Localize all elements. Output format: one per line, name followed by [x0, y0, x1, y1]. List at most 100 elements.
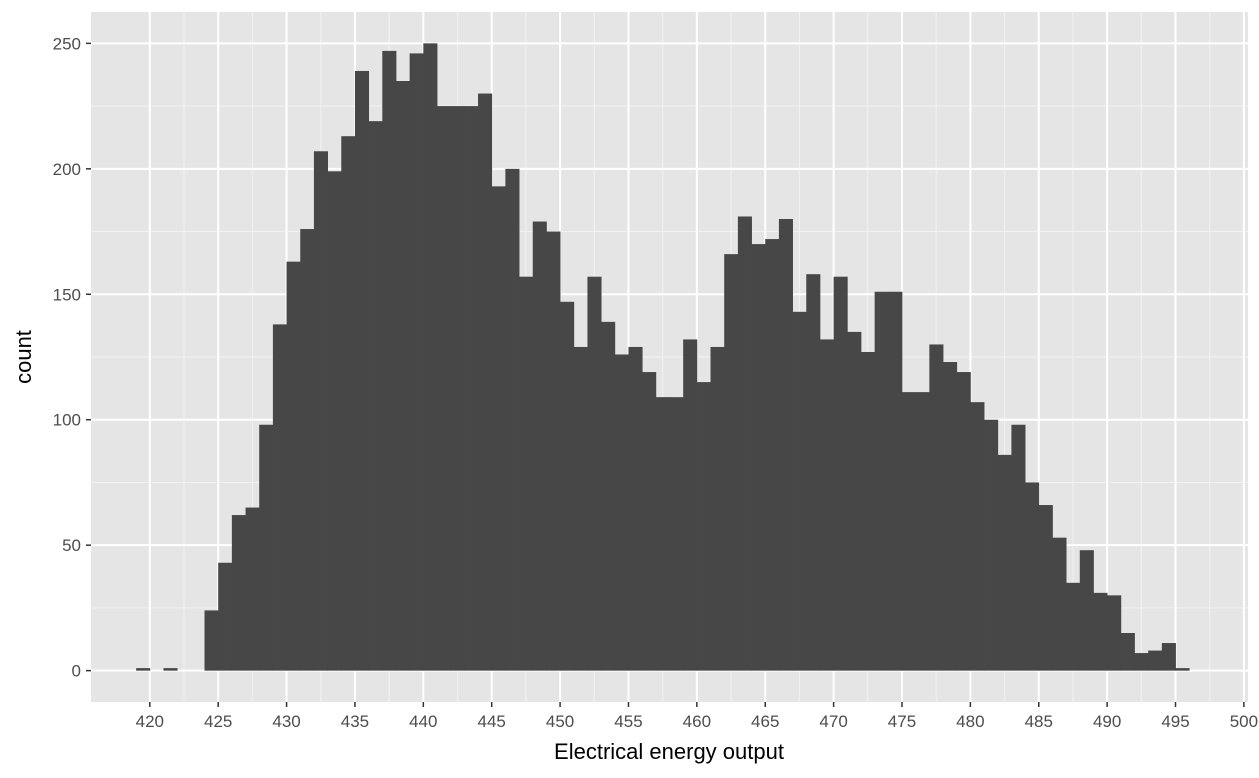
- histogram-bar: [642, 372, 657, 671]
- histogram-bar: [696, 382, 711, 671]
- histogram-bar: [259, 424, 274, 671]
- histogram-bar: [1079, 550, 1094, 671]
- histogram-bar: [724, 254, 739, 671]
- histogram-bars: [136, 43, 1190, 671]
- histogram-bar: [1011, 424, 1026, 671]
- histogram-bar: [874, 291, 889, 671]
- histogram-bar: [368, 121, 383, 671]
- x-axis: 420 425 430 435 440 445 450 455 460 465 470 475 480 4…: [136, 702, 1258, 731]
- histogram-bar: [1093, 592, 1108, 671]
- x-tick-label: 465: [751, 712, 779, 731]
- histogram-bar: [519, 276, 534, 671]
- histogram-bar: [1107, 595, 1122, 671]
- x-tick-label: 490: [1093, 712, 1121, 731]
- histogram-bar: [1148, 650, 1163, 671]
- histogram-bar: [997, 454, 1012, 671]
- histogram-bar: [272, 324, 287, 671]
- histogram-bar: [354, 70, 370, 671]
- histogram-bar: [628, 346, 643, 671]
- histogram-bar: [423, 43, 438, 671]
- histogram-bar: [1052, 537, 1067, 671]
- histogram-bar: [970, 402, 985, 671]
- histogram-bar: [683, 339, 698, 671]
- histogram-bar: [1161, 643, 1176, 671]
- histogram-bar: [956, 372, 971, 671]
- histogram-bar: [204, 610, 219, 671]
- histogram-bar: [847, 331, 862, 671]
- histogram-bar: [587, 276, 602, 671]
- histogram-bar: [1038, 505, 1053, 671]
- x-tick-label: 475: [888, 712, 916, 731]
- histogram-bar: [806, 274, 821, 671]
- histogram-bar: [737, 216, 752, 671]
- x-tick-label: 420: [136, 712, 164, 731]
- histogram-bar: [860, 351, 876, 671]
- histogram-bar: [751, 244, 766, 671]
- x-tick-label: 445: [478, 712, 506, 731]
- histogram-bar: [1134, 653, 1149, 671]
- x-tick-label: 435: [341, 712, 369, 731]
- y-tick-label: 150: [53, 285, 81, 304]
- histogram-bar: [341, 136, 356, 671]
- histogram-bar: [313, 151, 328, 671]
- histogram-bar: [560, 301, 575, 671]
- x-tick-label: 470: [819, 712, 847, 731]
- histogram-bar: [819, 339, 835, 671]
- x-tick-label: 455: [614, 712, 642, 731]
- histogram-bar: [286, 261, 301, 671]
- y-tick-label: 0: [72, 662, 81, 681]
- histogram-bar: [300, 229, 315, 671]
- x-axis-title: Electrical energy output: [554, 739, 784, 764]
- histogram-bar: [231, 515, 246, 671]
- histogram-bar: [136, 668, 151, 671]
- histogram-bar: [505, 168, 520, 671]
- histogram-bar: [245, 507, 260, 671]
- x-tick-label: 485: [1025, 712, 1053, 731]
- x-tick-label: 430: [272, 712, 300, 731]
- y-axis-title: count: [11, 330, 36, 384]
- histogram-bar: [901, 392, 917, 671]
- histogram-bar: [929, 344, 944, 671]
- histogram-bar: [327, 171, 342, 671]
- x-tick-label: 440: [409, 712, 437, 731]
- histogram-bar: [491, 186, 506, 671]
- x-tick-label: 450: [546, 712, 574, 731]
- histogram-bar: [382, 50, 397, 671]
- histogram-bar: [614, 354, 629, 671]
- x-tick-label: 500: [1230, 712, 1258, 731]
- x-tick-label: 460: [683, 712, 711, 731]
- histogram-bar: [437, 106, 452, 671]
- histogram-bar: [984, 419, 999, 671]
- histogram-bar: [573, 346, 588, 671]
- histogram-bar: [765, 239, 780, 671]
- y-tick-label: 100: [53, 411, 81, 430]
- y-tick-label: 200: [53, 160, 81, 179]
- histogram-bar: [464, 106, 479, 671]
- histogram-bar: [1120, 633, 1135, 671]
- histogram-bar: [532, 221, 547, 671]
- y-tick-label: 250: [53, 34, 81, 53]
- histogram-bar: [395, 81, 411, 671]
- x-tick-label: 480: [956, 712, 984, 731]
- histogram-bar: [1175, 668, 1190, 671]
- histogram-bar: [792, 311, 807, 671]
- y-axis: 0 50 100 150 200 250: [53, 34, 91, 681]
- histogram-bar: [888, 291, 903, 671]
- histogram-bar: [409, 53, 424, 671]
- histogram-bar: [218, 562, 233, 671]
- histogram-bar: [478, 93, 493, 671]
- histogram-bar: [669, 397, 684, 671]
- x-tick-label: 425: [204, 712, 232, 731]
- histogram-bar: [778, 219, 793, 671]
- y-tick-label: 50: [62, 536, 81, 555]
- histogram-bar: [1025, 482, 1040, 671]
- histogram-bar: [943, 362, 958, 671]
- x-tick-label: 495: [1161, 712, 1189, 731]
- histogram-bar: [710, 346, 725, 671]
- histogram-bar: [915, 392, 930, 671]
- histogram-bar: [1066, 582, 1081, 671]
- histogram-bar: [833, 276, 848, 671]
- histogram-bar: [163, 668, 178, 671]
